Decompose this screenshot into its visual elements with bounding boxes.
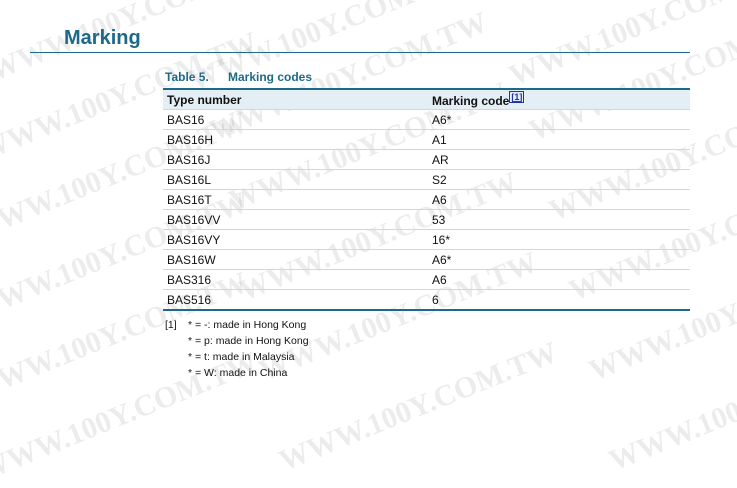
- table-row: BAS16W A6*: [163, 249, 690, 270]
- type-number-cell: BAS16T: [163, 189, 428, 210]
- marking-code-cell: AR: [428, 149, 690, 170]
- type-number-cell: BAS16W: [163, 249, 428, 270]
- table-caption: Table 5. Marking codes: [165, 70, 312, 84]
- table-row: BAS16H A1: [163, 129, 690, 150]
- marking-code-cell: 53: [428, 209, 690, 230]
- marking-code-cell: A6*: [428, 249, 690, 270]
- marking-code-cell: S2: [428, 169, 690, 190]
- watermark-text: WWW.100Y.COM.TW: [604, 335, 737, 478]
- marking-code-cell: A1: [428, 129, 690, 150]
- type-number-cell: BAS16VY: [163, 229, 428, 250]
- marking-code-cell: A6: [428, 269, 690, 290]
- table-number: Table 5.: [165, 70, 209, 84]
- marking-code-cell: A6: [428, 189, 690, 210]
- type-number-cell: BAS316: [163, 269, 428, 290]
- heading-rule: [30, 52, 690, 53]
- type-number-cell: BAS16J: [163, 149, 428, 170]
- table-row: BAS16 A6*: [163, 109, 690, 130]
- header-marking-code: Marking code [1]: [428, 89, 690, 110]
- table-row: BAS516 6: [163, 289, 690, 310]
- type-number-cell: BAS516: [163, 289, 428, 310]
- marking-codes-table: Type number Marking code [1] BAS16 A6* BAS1…: [163, 88, 690, 311]
- type-number-cell: BAS16L: [163, 169, 428, 190]
- table-row: BAS316 A6: [163, 269, 690, 290]
- header-marking-code-label: Marking code: [432, 93, 510, 108]
- footnote-line: * = t: made in Malaysia: [188, 351, 295, 363]
- section-heading: Marking: [64, 27, 141, 49]
- table-row: BAS16VV 53: [163, 209, 690, 230]
- header-type-number: Type number: [163, 89, 428, 110]
- table-row: BAS16T A6: [163, 189, 690, 210]
- table-footnotes: [1] * = -: made in Hong Kong * = p: made…: [165, 317, 309, 381]
- type-number-cell: BAS16H: [163, 129, 428, 150]
- footnote-line: * = p: made in Hong Kong: [188, 335, 309, 347]
- table-title: Marking codes: [228, 70, 313, 84]
- footnote-line: * = -: made in Hong Kong: [188, 319, 307, 331]
- marking-code-cell: A6*: [428, 109, 690, 130]
- type-number-cell: BAS16: [163, 109, 428, 130]
- footnote-line: * = W: made in China: [188, 367, 288, 379]
- table-row: BAS16J AR: [163, 149, 690, 170]
- table-row: BAS16L S2: [163, 169, 690, 190]
- table-row: BAS16VY 16*: [163, 229, 690, 250]
- footnote-ref: [1]: [165, 319, 177, 331]
- watermark-text: WWW.100Y.COM.TW: [504, 0, 737, 93]
- footnote-link[interactable]: [1]: [509, 90, 525, 103]
- watermark-text: WWW.100Y.COM.TW: [274, 335, 563, 478]
- table-header-row: Type number Marking code [1]: [163, 89, 690, 110]
- marking-code-cell: 16*: [428, 229, 690, 250]
- marking-code-cell: 6: [428, 289, 690, 310]
- type-number-cell: BAS16VV: [163, 209, 428, 230]
